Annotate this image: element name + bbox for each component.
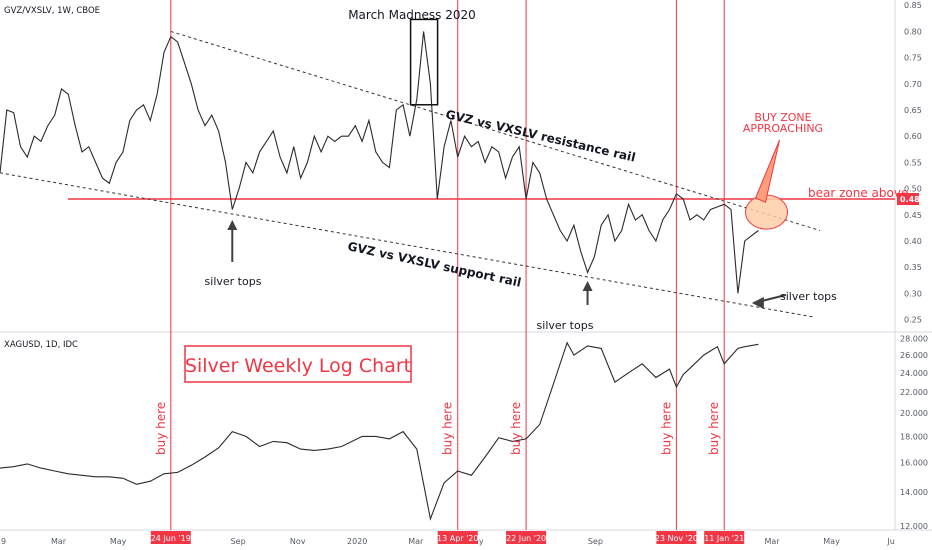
legend-bottom: XAGUSD, 1D, IDC — [4, 340, 78, 350]
time-tick-label: Sep — [231, 537, 246, 546]
buy-here-label: buy here — [707, 402, 721, 455]
time-tick-label: 19 — [0, 537, 6, 546]
price-tick-label: 14.000 — [900, 488, 928, 497]
legend-top: GVZ/VXSLV, 1W, CBOE — [4, 6, 100, 16]
date-tag-bg — [656, 531, 697, 544]
annotations-layer: buy here buy here buy here buy here buy here — [154, 18, 789, 455]
silver-title-box — [184, 345, 412, 383]
silver-weekly-log-title: Silver Weekly Log Chart — [185, 355, 411, 377]
price-tick-label: 12.000 — [900, 522, 928, 531]
buy-here-label: buy here — [154, 402, 168, 455]
date-tag-text: 24 Jun '19 — [151, 534, 191, 543]
silver-tops-label-2: silver tops — [537, 319, 594, 332]
date-tag-bg — [150, 531, 191, 544]
date-tag-bg — [437, 531, 478, 544]
bear-zone-label: bear zone above — [808, 186, 908, 200]
silver-tops-arrow-shaft — [761, 294, 787, 302]
price-tick-label: 0.30 — [904, 289, 922, 298]
price-tick-label: 26.000 — [900, 351, 928, 360]
price-tick-label: 0.85 — [904, 1, 922, 10]
level-price-tag — [897, 193, 919, 206]
price-tick-label: 20.000 — [900, 409, 928, 418]
time-tick-label: Ju — [886, 537, 894, 546]
price-tick-label: 0.80 — [904, 27, 922, 36]
time-tick-label: Sep — [588, 537, 603, 546]
silver-tops-arrow-head — [751, 297, 764, 309]
price-tick-label: 0.25 — [904, 316, 922, 325]
silver-tops-label-3: silver tops — [780, 290, 837, 303]
silver-tops-label-1: silver tops — [205, 275, 262, 288]
xagusd-pane[interactable] — [0, 341, 759, 521]
gvz-vxslv-series-line[interactable] — [0, 31, 759, 294]
support-rail-line — [0, 172, 814, 318]
resistance-rail-line — [170, 30, 820, 231]
time-tick-label: Mar — [764, 537, 780, 546]
buy-zone-pointer — [754, 139, 781, 203]
price-tick-label: 0.65 — [904, 106, 922, 115]
date-tag-bg — [506, 531, 547, 544]
price-tick-label: 0.60 — [904, 132, 922, 141]
xagusd-series-line[interactable] — [0, 341, 759, 521]
buy-here-label: buy here — [441, 402, 455, 455]
buy-zone-ellipse — [745, 194, 789, 230]
march-madness-label: March Madness 2020 — [348, 8, 476, 22]
grid-layer — [0, 0, 932, 531]
time-tick-label: May — [110, 537, 127, 546]
resistance-rail-label: GVZ vs VXSLV resistance rail — [444, 107, 636, 164]
date-tag-text: 23 Nov '20 — [655, 534, 698, 543]
price-tick-label: 0.55 — [904, 158, 922, 167]
date-tag-bg — [704, 531, 745, 544]
price-tick-label: 24.000 — [900, 369, 928, 378]
buy-zone-label-2: APPROACHING — [743, 122, 823, 135]
silver-tops-arrow-head — [582, 281, 593, 291]
price-tick-label: 0.45 — [904, 211, 922, 220]
price-tick-label: 0.50 — [904, 185, 922, 194]
buy-here-label: buy here — [659, 402, 673, 455]
price-tick-label: 28.000 — [900, 335, 928, 344]
date-tag-text: 22 Jun '20 — [506, 534, 546, 543]
price-tick-label: 0.40 — [904, 237, 922, 246]
date-tag-text: 13 Apr '20 — [437, 534, 478, 543]
price-tick-label: 16.000 — [900, 459, 928, 468]
price-tick-label: 18.000 — [900, 432, 928, 441]
time-tick-label: Nov — [290, 537, 306, 546]
buy-zone-label-1: BUY ZONE — [754, 111, 811, 124]
level-price-tag-text: 0.48 — [900, 195, 920, 204]
time-tick-label: Mar — [408, 537, 424, 546]
time-tick-label: May — [823, 537, 840, 546]
support-rail-label: GVZ vs VXSLV support rail — [346, 239, 522, 289]
price-tick-label: 22.000 — [900, 388, 928, 397]
buy-here-label: buy here — [509, 402, 523, 455]
price-tick-label: 0.35 — [904, 263, 922, 272]
price-tick-label: 0.75 — [904, 54, 922, 63]
price-tick-label: 0.70 — [904, 80, 922, 89]
time-tick-label: 2020 — [347, 537, 367, 546]
date-tag-text: 11 Jan '21 — [704, 534, 744, 543]
march-madness-box — [409, 18, 439, 106]
buy-date-lines — [170, 0, 725, 530]
silver-tops-arrow-head — [227, 220, 238, 230]
time-tick-label: Mar — [51, 537, 67, 546]
